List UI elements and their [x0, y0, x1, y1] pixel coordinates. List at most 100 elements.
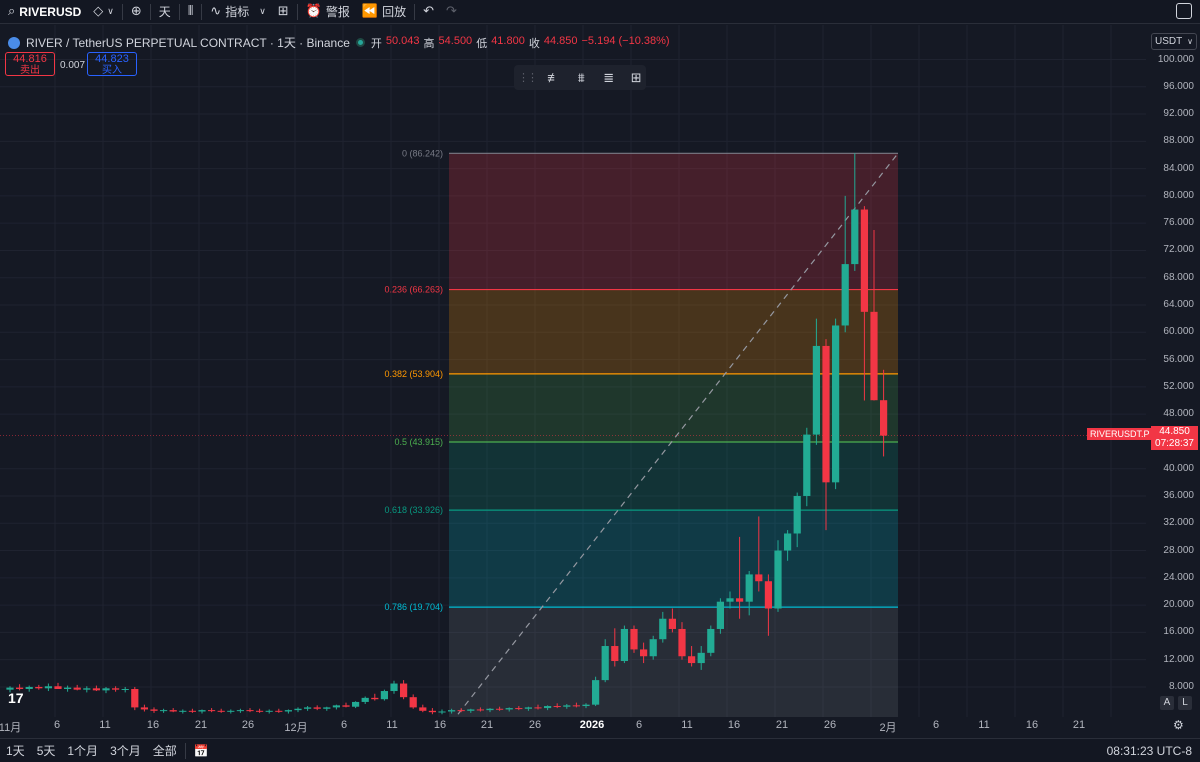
buy-button[interactable]: 44.823 买入 [87, 52, 137, 76]
divider [149, 3, 151, 20]
calendar-goto-icon[interactable]: 📅 [193, 743, 209, 758]
chart-legend: RIVER / TetherUS PERPETUAL CONTRACT · 1天… [8, 34, 670, 51]
symbol-label: RIVERUSD [19, 4, 82, 19]
grid-icon: ⊞ [277, 4, 289, 19]
time-tick-label: 11 [681, 719, 693, 731]
symbol-search-button[interactable]: ⌕ RIVERUSD [2, 0, 87, 24]
candle-body [112, 688, 120, 690]
undo-icon: ↶ [423, 4, 435, 19]
log-scale-button[interactable]: L [1178, 696, 1192, 710]
candle-body [822, 345, 830, 483]
candle-body [784, 533, 792, 551]
range-all-button[interactable]: 全部 [152, 744, 177, 758]
time-axis[interactable] [0, 717, 1146, 738]
candle-body [544, 706, 552, 709]
price-tick-label: 16.000 [1163, 626, 1194, 638]
time-tick-label: 16 [1025, 719, 1039, 731]
time-tick-label: 11月 [0, 722, 22, 734]
replay-button[interactable]: ⏪ 回放 [356, 0, 412, 24]
price-tick-label: 88.000 [1163, 135, 1194, 147]
candle-body [870, 311, 878, 401]
time-tick-label: 6 [53, 719, 61, 731]
candle-body [553, 706, 561, 708]
chart-type-button[interactable]: ⫴ [182, 0, 199, 24]
price-chart[interactable]: 0 (86.242) 0.236 (66.263) 0.382 (53.904) 0.… [0, 25, 1146, 717]
compare-symbol-button[interactable]: ⊕ [125, 0, 148, 24]
chevron-down-icon: ∨ [259, 6, 266, 17]
candle-body [409, 697, 417, 708]
candle-body [208, 710, 216, 712]
price-tick-label: 36.000 [1163, 489, 1194, 501]
current-price-label: 44.850 07:28:37 [1151, 426, 1198, 450]
undo-button[interactable]: ↶ [417, 0, 440, 24]
candle-body [64, 687, 72, 689]
price-tick-label: 84.000 [1163, 162, 1194, 174]
time-tick-label: 6 [932, 719, 940, 731]
divider [414, 3, 416, 20]
sell-label: 卖出 [20, 65, 40, 76]
fib-retracement-icon[interactable]: ⩩ [577, 69, 585, 85]
open-key: 开 [370, 37, 382, 50]
time-tick-label: 21 [775, 719, 789, 731]
price-tick-label: 28.000 [1163, 544, 1194, 556]
candle-body [688, 656, 696, 664]
candle-body [217, 710, 225, 712]
sell-button[interactable]: 44.816 卖出 [5, 52, 55, 76]
candle-body [131, 688, 139, 708]
range-5d-button[interactable]: 5天 [36, 744, 56, 758]
settings-gear-icon[interactable]: ⚙ [1173, 718, 1184, 732]
divider [201, 3, 203, 20]
fib-level-label: 0.382 (53.904) [384, 369, 443, 379]
range-1d-button[interactable]: 1天 [6, 744, 25, 758]
price-tick-label: 80.000 [1163, 189, 1194, 201]
time-tick-label: 21 [194, 719, 208, 731]
candle-body [284, 710, 292, 712]
time-tick-label: 26 [528, 719, 542, 731]
fib-level-label: 0.5 (43.915) [394, 437, 443, 447]
market-status-icon[interactable] [355, 38, 365, 47]
candle-body [44, 686, 52, 689]
currency-select[interactable]: USDT ∨ [1151, 33, 1197, 50]
high-value: 54.500 [438, 34, 473, 47]
buy-price: 44.823 [95, 53, 129, 65]
clock-display[interactable]: 08:31:23 UTC-8 [1106, 743, 1192, 758]
fib-level-label: 0.786 (19.704) [384, 602, 443, 612]
range-3m-button[interactable]: 3个月 [110, 744, 141, 758]
close-value: 44.850 [543, 34, 578, 47]
layout-square-icon[interactable] [1176, 3, 1192, 19]
chevron-down-icon: ∨ [1187, 37, 1193, 46]
trend-line-icon[interactable]: ≢ [547, 69, 561, 85]
time-tick-label: 21 [480, 719, 494, 731]
candle-body [188, 710, 196, 712]
candle-body [736, 598, 744, 602]
indicator-chart-icon: ∿ [210, 4, 222, 19]
alert-label: 警报 [325, 5, 350, 19]
candle-body [332, 705, 340, 708]
candle-body [812, 345, 820, 435]
price-axis[interactable]: 100.000 96.000 92.000 88.000 84.000 80.000 76.… [1146, 25, 1200, 717]
alert-button[interactable]: ⏰ 警报 [300, 0, 356, 24]
candle-body [592, 680, 600, 705]
candle-body [361, 697, 369, 702]
price-tick-label: 60.000 [1163, 326, 1194, 338]
diamond-dropdown-button[interactable]: ◇ ∨ [87, 0, 120, 24]
candle-body [380, 691, 388, 700]
crosshair-box-icon[interactable]: ⊞ [630, 69, 642, 85]
drag-handle-icon[interactable]: ⋮⋮ [518, 72, 538, 84]
auto-scale-button[interactable]: A [1160, 696, 1174, 710]
indicators-button[interactable]: ∿ 指标 ∨ [204, 0, 272, 24]
price-tick-label: 8.000 [1168, 680, 1194, 692]
redo-button[interactable]: ↷ [440, 0, 463, 24]
candle-body [323, 707, 331, 709]
layouts-button[interactable]: ⊞ [272, 0, 295, 24]
candle-body [755, 574, 763, 582]
interval-button[interactable]: 天 [153, 0, 177, 24]
open-value: 50.043 [385, 34, 420, 47]
candle-body [832, 325, 840, 483]
top-toolbar: ⌕ RIVERUSD ◇ ∨ ⊕ 天 ⫴ ∿ 指标 ∨ ⊞ ⏰ 警报 ⏪ 回放 … [0, 0, 1200, 24]
candle-body [140, 707, 148, 710]
range-1m-button[interactable]: 1个月 [67, 744, 99, 758]
parallel-channel-icon[interactable]: ≣ [603, 69, 615, 85]
candle-body [716, 601, 724, 629]
price-tick-label: 56.000 [1163, 353, 1194, 365]
